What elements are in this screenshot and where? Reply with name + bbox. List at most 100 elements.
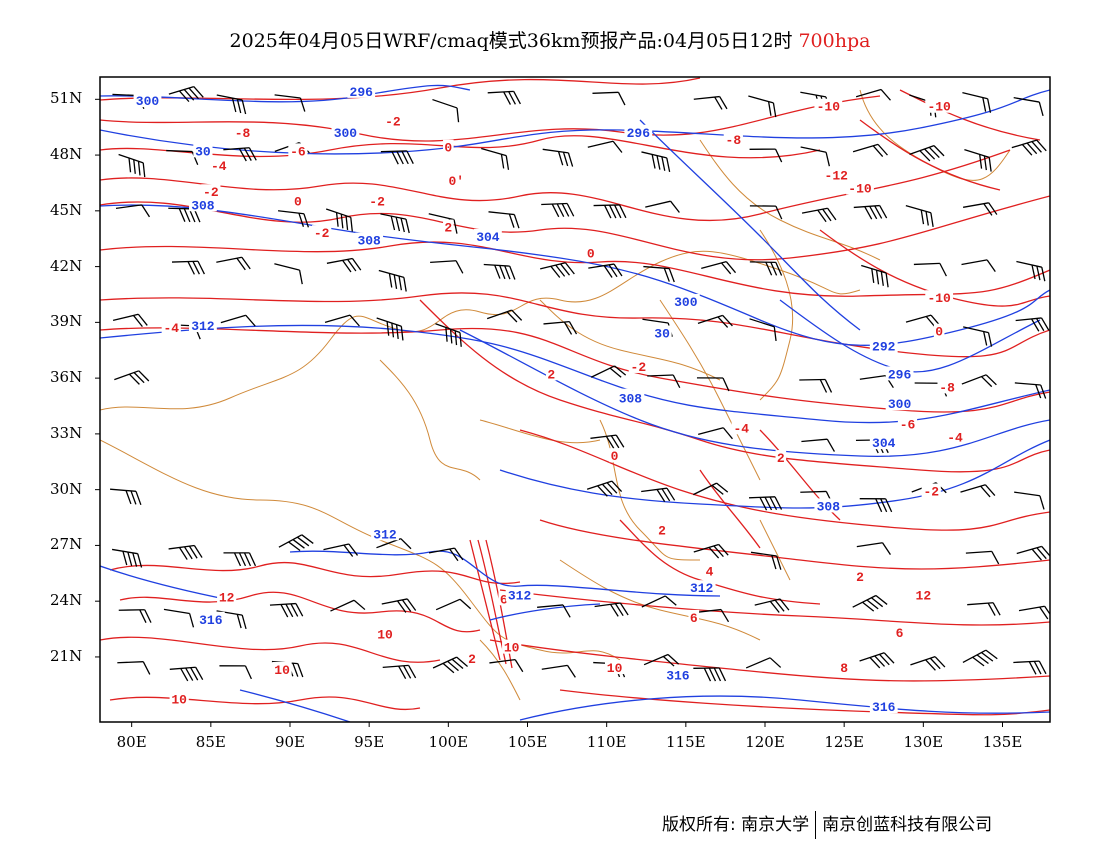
contour-label: 12 [219, 590, 235, 605]
contour-label: -2 [314, 226, 330, 241]
contour-label: 300 [136, 94, 160, 109]
wind-barb [168, 85, 204, 103]
contour-label: 6 [896, 626, 904, 641]
contour-label: 312 [690, 581, 714, 596]
border-line [539, 299, 721, 381]
height-isoline [519, 695, 1050, 721]
wind-barb [216, 610, 247, 630]
wind-barb [487, 90, 521, 105]
contour-label: 308 [191, 198, 215, 213]
wind-barb [697, 314, 733, 328]
contour-label: 296 [350, 85, 374, 100]
lon-tick-label: 95E [354, 733, 385, 751]
border-line [759, 229, 794, 401]
lon-tick-label: 85E [195, 733, 226, 751]
contour-label: 10 [171, 693, 187, 708]
wind-barb [219, 665, 252, 680]
wind-barb [168, 544, 203, 560]
wind-barb [745, 657, 782, 669]
wind-barb [169, 666, 204, 682]
contour-label: 2 [856, 570, 864, 585]
contour-label: 6 [690, 611, 698, 626]
wind-barb [486, 309, 523, 323]
wind-barb [645, 200, 680, 213]
axis-ticks [95, 98, 1003, 727]
lon-tick-label: 90E [274, 733, 306, 751]
wind-barb [118, 153, 146, 178]
lon-tick-label: 125E [824, 733, 864, 751]
border-line [100, 439, 621, 661]
temperature-isoline [100, 95, 881, 142]
wind-barb [641, 487, 676, 502]
contour-label: -4 [211, 159, 227, 174]
wind-barb [542, 148, 574, 167]
wind-barb [963, 326, 993, 347]
wind-barb [274, 263, 303, 285]
contour-label: 296 [627, 126, 651, 141]
wind-barb [859, 498, 893, 513]
height-isoline [239, 689, 351, 722]
wind-barb [223, 147, 257, 162]
wind-barb [696, 377, 730, 392]
wind-barb [537, 604, 571, 618]
contour-label: 4 [706, 564, 714, 579]
wind-barb [641, 595, 677, 608]
contour-label: 8 [840, 661, 848, 676]
wind-barb [852, 594, 888, 612]
lon-tick-label: 110E [586, 733, 627, 751]
wind-barb [962, 92, 992, 113]
contour-label: 292 [872, 340, 896, 355]
wind-barb [1014, 382, 1047, 399]
country-borders [100, 89, 1011, 701]
wind-barb [961, 259, 996, 272]
lat-tick-label: 21N [50, 646, 83, 665]
contour-label: 2 [468, 652, 476, 667]
contour-label: -6 [900, 418, 916, 433]
wind-barb [964, 149, 992, 172]
wind-barb [698, 427, 733, 440]
copyright-text: 版权所有: 南京大学 [662, 815, 810, 835]
contour-label: 2 [547, 367, 555, 382]
wind-barb [541, 202, 575, 218]
temperature-isoline [109, 561, 521, 585]
wind-barb [693, 95, 728, 110]
wind-barb [428, 547, 464, 562]
wind-barb [693, 543, 729, 559]
contour-label: 10 [504, 641, 520, 656]
wind-barb [1018, 605, 1050, 620]
wind-barb [274, 94, 306, 112]
contour-label: -6 [290, 144, 306, 159]
height-isoline [499, 439, 1050, 509]
height-isoline [100, 89, 1050, 155]
contour-label: 316 [872, 700, 896, 715]
wind-barb [961, 374, 997, 388]
lat-tick-label: 36N [50, 368, 83, 387]
contour-label: -2 [385, 115, 401, 130]
wind-barb [543, 320, 578, 335]
lat-tick-label: 48N [50, 145, 83, 164]
wind-barb [587, 140, 623, 153]
wind-barb [166, 149, 199, 166]
contour-label: -8 [939, 380, 955, 395]
wind-barb [223, 552, 257, 567]
wind-barb [859, 652, 895, 669]
lat-tick-label: 51N [50, 89, 83, 108]
wind-barb [1016, 260, 1046, 282]
wind-barb [380, 213, 410, 234]
wind-barb [111, 548, 143, 568]
wind-barb [269, 602, 304, 618]
wind-barb [965, 550, 1000, 565]
temperature-isoline [100, 636, 441, 663]
wind-barb [749, 205, 783, 220]
wind-barb [110, 488, 142, 506]
contour-label: 304 [476, 230, 500, 245]
temperature-isoline [539, 519, 1050, 570]
contour-label: 0 [611, 449, 619, 464]
temperature-isoline [559, 689, 1050, 716]
wind-barb [861, 264, 889, 288]
wind-barb [380, 150, 414, 165]
wind-barb [855, 88, 891, 101]
wind-barb [112, 313, 148, 328]
height-labels: 300 296 300 296 30 308 308 304 312 300 30 292 296 300… [133, 83, 914, 715]
border-line [100, 250, 861, 411]
